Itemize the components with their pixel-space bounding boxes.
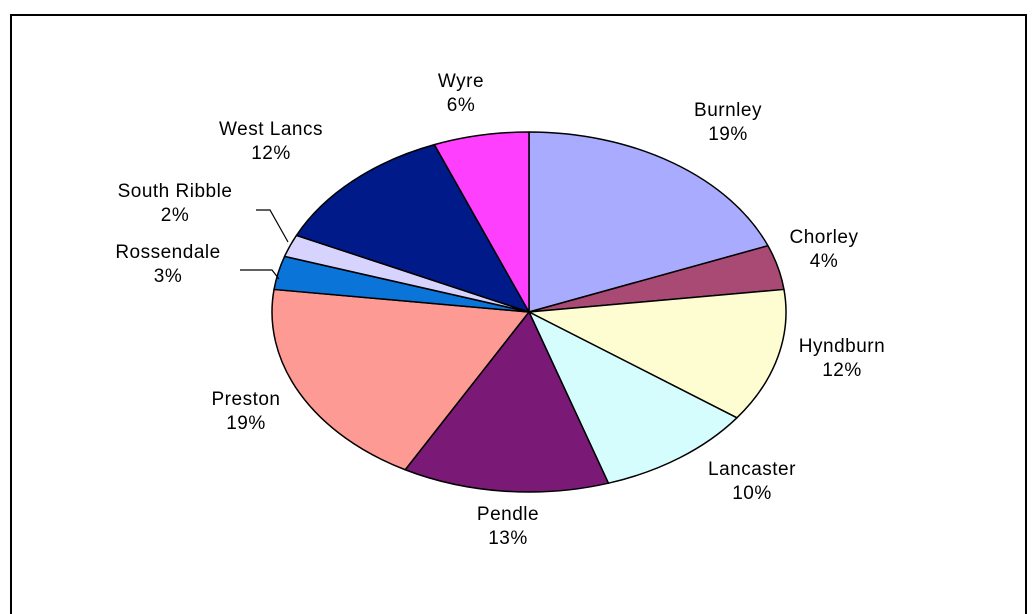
slice-label-percent: 13% [488,528,528,549]
slice-label-percent: 19% [226,413,266,434]
pie-slice-lancaster [528,311,738,484]
pie-slice-burnley [528,131,769,313]
slice-label-name: Burnley [694,100,762,121]
slice-label-percent: 10% [732,483,772,504]
slice-label-name: Chorley [790,227,859,248]
slice-label-percent: 12% [251,143,291,164]
slice-label-west-lancs: West Lancs 12% [219,119,323,164]
slice-label-percent: 4% [810,251,838,272]
slice-label-percent: 19% [708,124,748,145]
slice-label-burnley: Burnley 19% [694,100,762,145]
slice-labels: Burnley 19% Chorley 4% Hyndburn 12% Lancaster 1… [115,71,885,549]
leader-line-rossendale [240,269,280,280]
slice-label-name: Rossendale [115,242,220,263]
slice-label-percent: 12% [822,360,862,381]
pie-slice-wyre [433,131,530,313]
pie-slice-preston [271,288,530,471]
pie-slice-west-lancs [295,143,530,313]
slice-label-hyndburn: Hyndburn 12% [799,336,885,381]
slice-label-chorley: Chorley 4% [790,227,859,272]
slice-label-pendle: Pendle 13% [477,504,539,549]
slice-label-percent: 6% [447,95,475,116]
slice-label-percent: 2% [161,205,189,226]
slice-label-name: Lancaster [708,459,796,480]
leader-lines [240,209,289,280]
slice-label-name: Wyre [438,71,484,92]
slice-label-name: Hyndburn [799,336,885,357]
leader-line-south-ribble [256,209,289,243]
slice-label-name: South Ribble [118,181,233,202]
pie-slices [271,131,787,493]
slice-label-south-ribble: South Ribble 2% [118,181,233,226]
slice-label-rossendale: Rossendale 3% [115,242,220,287]
slice-label-wyre: Wyre 6% [438,71,484,116]
slice-label-preston: Preston 19% [212,389,281,434]
slice-label-name: Pendle [477,504,539,525]
slice-label-name: Preston [212,389,281,410]
slice-label-percent: 3% [154,266,182,287]
pie-slice-hyndburn [528,288,787,419]
pie-slice-pendle [404,311,610,493]
slice-label-lancaster: Lancaster 10% [708,459,796,504]
slice-label-name: West Lancs [219,119,323,140]
